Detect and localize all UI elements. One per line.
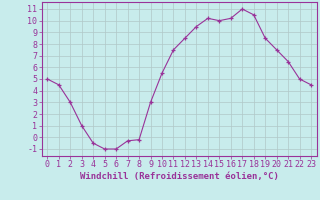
X-axis label: Windchill (Refroidissement éolien,°C): Windchill (Refroidissement éolien,°C)	[80, 172, 279, 181]
